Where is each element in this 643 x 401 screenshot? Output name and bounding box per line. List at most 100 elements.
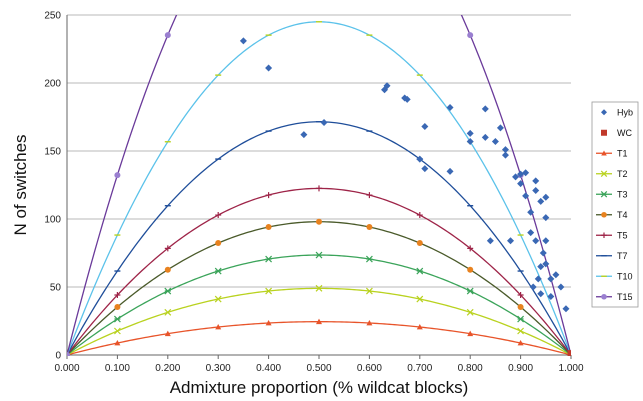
legend-marker <box>601 211 607 218</box>
data-point-hyb <box>300 131 308 139</box>
axes <box>66 15 572 359</box>
series-point-t1 <box>366 320 373 326</box>
x-tick-label: 1.000 <box>558 363 583 374</box>
legend-label: T10 <box>617 271 633 281</box>
series-point-t3 <box>416 267 424 275</box>
data-point-hyb <box>496 124 504 132</box>
series-point-t15 <box>467 32 474 39</box>
x-tick-label: 0.000 <box>54 363 79 374</box>
x-tick-label: 0.400 <box>256 363 281 374</box>
series-point-t4 <box>164 266 171 273</box>
series-point-t1 <box>467 330 474 337</box>
legend-marker <box>601 109 607 116</box>
series-point-t4 <box>316 218 322 225</box>
series-point-t1 <box>265 320 272 326</box>
data-point-hyb <box>547 275 555 283</box>
series-line-t5 <box>67 187 571 356</box>
series-line-t1 <box>67 321 571 356</box>
series-point-t3 <box>466 287 474 295</box>
series-point-t3 <box>365 255 373 263</box>
series-point-t4 <box>265 224 272 231</box>
data-point-hyb <box>532 177 540 185</box>
data-point-hyb <box>542 237 550 245</box>
x-tick-label: 0.100 <box>105 363 130 374</box>
series-point-t5 <box>366 192 373 199</box>
series-point-t1 <box>114 340 121 346</box>
series-point-t3 <box>517 315 525 323</box>
legend-box <box>591 101 639 308</box>
series-point-t5 <box>316 185 322 192</box>
data-point-hyb <box>539 249 547 257</box>
data-point-hyb <box>491 137 499 145</box>
data-point-hyb <box>557 283 565 291</box>
legend-item: Hyb <box>601 107 633 117</box>
data-point-hyb <box>537 263 545 271</box>
series-point-t2 <box>214 295 222 303</box>
legend-marker <box>600 170 608 177</box>
data-point-hyb <box>446 103 454 111</box>
legend-label: T5 <box>617 230 628 240</box>
legend-item: T3 <box>596 189 628 199</box>
data-point-hyb <box>534 275 542 283</box>
series-point-t2 <box>265 287 273 295</box>
series-point-t15 <box>67 352 70 356</box>
x-axis-title: Admixture proportion (% wildcat blocks) <box>170 378 469 397</box>
x-tick-label: 0.300 <box>206 363 231 374</box>
data-point-hyb <box>542 214 550 222</box>
data-point-hyb <box>542 260 550 268</box>
x-tick-label: 0.800 <box>458 363 483 374</box>
data-point-hyb <box>527 208 535 216</box>
data-point-hyb <box>466 129 474 137</box>
series-point-t4 <box>114 304 121 311</box>
legend-label: T4 <box>617 210 628 220</box>
data-point-hyb <box>547 293 555 301</box>
y-tick-label: 0 <box>55 351 61 362</box>
series-point-t1 <box>316 318 322 325</box>
legend-item: T1 <box>596 148 628 158</box>
data-point-hyb <box>532 186 540 194</box>
data-point-hyb <box>416 155 424 163</box>
series-point-t3 <box>113 315 121 323</box>
data-point-hyb <box>517 170 525 178</box>
series-point-t5 <box>215 212 222 219</box>
data-point-hyb <box>501 146 509 154</box>
series-line-t15 <box>67 15 571 356</box>
series-point-t4 <box>517 304 524 311</box>
legend-item: T15 <box>596 292 633 302</box>
data-point-hyb <box>481 105 489 113</box>
data-point-hyb <box>320 118 328 126</box>
legend-marker <box>601 129 607 136</box>
data-point-hyb <box>421 165 429 173</box>
data-point-hyb <box>421 123 429 131</box>
y-tick-label: 100 <box>44 215 61 226</box>
legend-item: T4 <box>596 210 628 220</box>
data-point-hyb <box>383 82 391 90</box>
legend-marker <box>601 293 607 300</box>
series-point-t2 <box>466 308 474 316</box>
series-point-t5 <box>416 212 423 219</box>
series-point-t4 <box>416 240 423 247</box>
data-point-hyb <box>562 305 570 313</box>
y-tick-label: 200 <box>44 79 61 90</box>
series-point-t4 <box>215 240 222 247</box>
data-point-hyb <box>527 229 535 237</box>
series-point-t5 <box>164 245 171 252</box>
y-tick-label: 250 <box>44 11 61 22</box>
series-point-t3 <box>265 255 273 263</box>
legend-marker <box>601 150 607 156</box>
legend-label: T2 <box>617 169 628 179</box>
legend-label: T3 <box>617 189 628 199</box>
series-point-t1 <box>517 340 524 346</box>
legend-label: Hyb <box>617 107 633 117</box>
series-point-t4 <box>467 266 474 273</box>
legend-item: T7 <box>596 251 628 261</box>
legend-item: T2 <box>596 169 628 179</box>
series-point-t5 <box>517 292 524 299</box>
x-tick-label: 0.600 <box>357 363 382 374</box>
legend: Hyb WC T1 T2 T3 T4 T5 T7 T10 T15 <box>591 101 639 308</box>
series-point-t2 <box>113 327 121 335</box>
series-point-t3 <box>315 251 323 259</box>
legend-item: T10 <box>596 271 633 281</box>
y-tick-label: 50 <box>50 283 62 294</box>
data-point-hyb <box>403 95 411 103</box>
